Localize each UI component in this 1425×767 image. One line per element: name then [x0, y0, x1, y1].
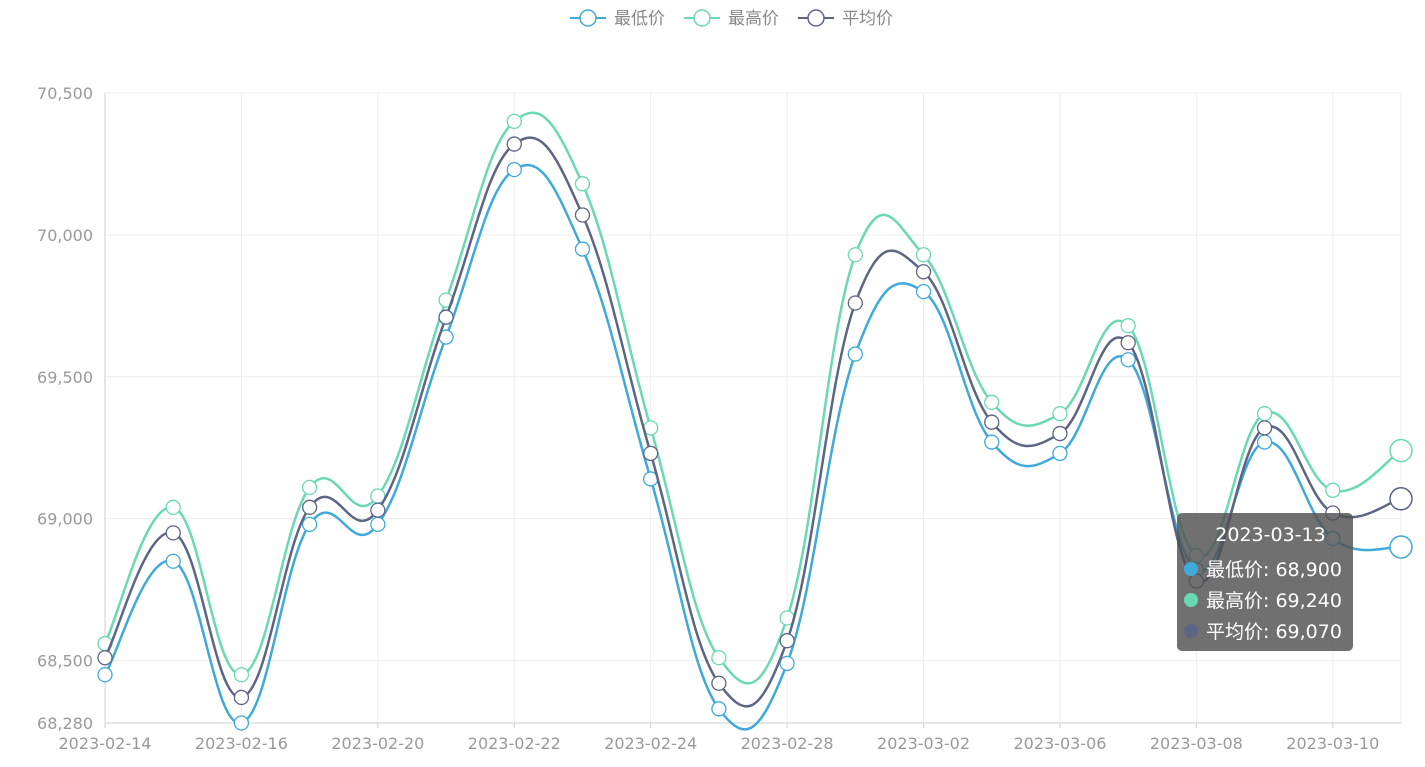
data-point-2-1	[165, 525, 181, 541]
legend-label-1: 最高价	[728, 9, 779, 29]
x-tick-label: 2023-03-10	[1286, 734, 1379, 753]
data-point-2-7	[574, 207, 591, 223]
x-tick-label: 2023-02-16	[195, 734, 288, 753]
y-tick-label: 69,500	[37, 368, 93, 387]
tooltip-date: 2023-03-13	[1215, 524, 1326, 546]
data-point-2-0	[97, 650, 113, 666]
data-point-0-4	[370, 516, 386, 533]
data-point-1-9	[711, 650, 727, 666]
data-point-0-11	[847, 346, 863, 362]
tooltip-row-avg: 平均价: 69,070	[1184, 615, 1347, 646]
legend-item-1[interactable]: 最高价	[684, 9, 779, 29]
data-point-2-2	[233, 689, 250, 706]
y-tick-label: 70,500	[37, 84, 93, 103]
y-tick-label: 70,000	[37, 226, 93, 245]
data-point-2-12	[915, 264, 932, 280]
data-point-1-7	[574, 176, 591, 192]
tooltip-dot-avg	[1184, 623, 1198, 638]
data-point-1-12	[915, 247, 932, 263]
data-point-0-15	[1120, 352, 1136, 368]
data-point-2-19	[1389, 487, 1413, 511]
series-layer	[97, 111, 1413, 731]
legend-marker-2	[807, 9, 825, 27]
tooltip-row-low: 最低价: 68,900	[1184, 553, 1347, 584]
data-point-0-3	[301, 516, 318, 533]
data-point-2-6	[506, 136, 522, 152]
legend-item-0[interactable]: 最低价	[570, 9, 665, 29]
legend-item-2[interactable]: 平均价	[798, 9, 893, 29]
data-point-1-19	[1389, 438, 1413, 463]
tooltip-label-high: 最高价: 69,240	[1206, 590, 1342, 612]
data-point-0-10	[779, 655, 795, 672]
data-point-2-10	[779, 633, 795, 649]
legend-label-2: 平均价	[842, 9, 893, 29]
x-tick-label: 2023-02-14	[59, 734, 152, 753]
data-point-0-17	[1256, 434, 1273, 450]
data-point-0-14	[1052, 445, 1068, 462]
tooltip-label-low: 最低价: 68,900	[1206, 559, 1342, 581]
x-tick-label: 2023-02-20	[331, 734, 424, 753]
data-point-2-17	[1256, 420, 1273, 436]
tooltip-label-avg: 平均价: 69,070	[1206, 621, 1342, 643]
data-point-0-12	[915, 283, 932, 300]
data-point-0-7	[574, 241, 591, 257]
data-point-1-3	[301, 479, 318, 496]
data-point-1-11	[847, 247, 863, 263]
data-point-2-8	[643, 445, 659, 462]
tooltip-dot-high	[1184, 592, 1198, 607]
x-tick-label: 2023-03-06	[1013, 734, 1106, 753]
data-point-1-18	[1325, 482, 1341, 498]
tooltip-row-high: 最高价: 69,240	[1184, 584, 1347, 615]
legend-marker-0	[579, 9, 597, 27]
legend[interactable]: 最低价 最高价 平均价	[570, 9, 893, 29]
chart-tooltip: 2023-03-13 最低价: 68,900 最高价: 69,240 平均价: …	[1177, 513, 1353, 651]
data-point-2-4	[370, 502, 386, 518]
tooltip-dot-low	[1184, 561, 1198, 576]
x-tick-label: 2023-03-08	[1150, 734, 1243, 753]
y-tick-label: 68,500	[37, 652, 93, 671]
data-point-1-1	[165, 499, 181, 515]
data-point-1-17	[1256, 406, 1273, 422]
data-point-0-9	[711, 701, 727, 717]
data-point-0-0	[97, 667, 113, 683]
data-point-2-9	[711, 675, 727, 691]
data-point-2-5	[438, 309, 454, 325]
data-point-2-13	[984, 414, 1000, 430]
data-point-2-14	[1052, 425, 1068, 442]
legend-label-0: 最低价	[614, 9, 665, 29]
data-point-0-2	[233, 715, 250, 731]
data-point-0-6	[506, 161, 522, 178]
data-point-1-2	[233, 667, 250, 683]
y-tick-label: 69,000	[37, 510, 93, 529]
y-tick-label: 68,280	[37, 714, 93, 733]
data-point-1-14	[1052, 406, 1068, 422]
data-point-2-3	[301, 499, 318, 515]
data-point-0-13	[984, 434, 1000, 450]
data-point-0-1	[165, 553, 181, 569]
axes: 70,50070,00069,50069,00068,50068,2802023…	[37, 84, 1401, 753]
data-point-1-13	[984, 394, 1000, 410]
data-point-1-6	[506, 113, 522, 130]
legend-marker-1	[693, 9, 711, 27]
x-tick-label: 2023-02-22	[468, 734, 561, 753]
x-tick-label: 2023-02-28	[741, 734, 834, 753]
data-point-2-15	[1120, 335, 1136, 351]
x-tick-label: 2023-02-24	[604, 734, 697, 753]
data-point-0-19	[1389, 535, 1413, 559]
x-tick-label: 2023-03-02	[877, 734, 970, 753]
data-point-2-11	[847, 295, 863, 311]
data-point-1-15	[1120, 318, 1136, 334]
